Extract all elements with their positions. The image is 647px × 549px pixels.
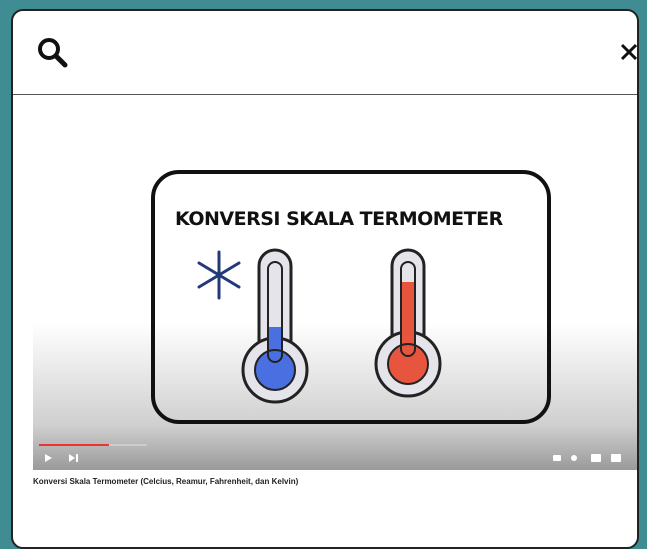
progress-played <box>39 444 109 446</box>
cold-thermometer <box>243 250 307 402</box>
header-icons <box>13 11 639 94</box>
frame-title: KONVERSI SKALA TERMOMETER <box>175 208 504 230</box>
modal-header <box>13 11 637 95</box>
hot-thermometer <box>376 250 440 396</box>
page: KONVERSI SKALA TERMOMETER <box>0 0 647 534</box>
close-icon[interactable] <box>622 45 636 59</box>
video-frame: KONVERSI SKALA TERMOMETER <box>33 102 639 470</box>
player-controls[interactable] <box>45 454 621 462</box>
video-caption: Konversi Skala Termometer (Celcius, Ream… <box>33 477 298 486</box>
search-icon[interactable] <box>40 40 65 65</box>
snowflake <box>199 252 239 298</box>
video-player[interactable]: KONVERSI SKALA TERMOMETER <box>33 102 639 470</box>
modal: KONVERSI SKALA TERMOMETER <box>11 9 639 549</box>
